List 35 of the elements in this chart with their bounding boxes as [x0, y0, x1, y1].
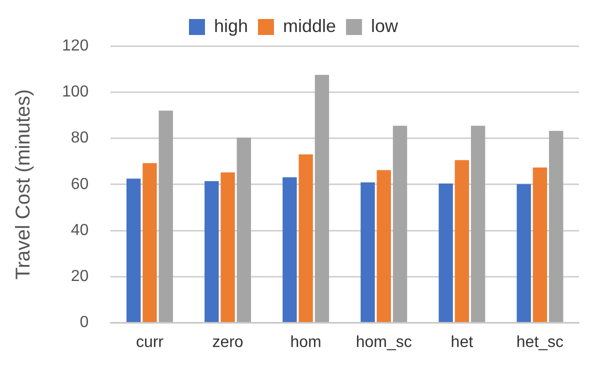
- bar: [360, 182, 375, 322]
- bar: [126, 178, 141, 322]
- bar: [298, 154, 313, 322]
- legend-label: low: [371, 16, 400, 36]
- bar: [158, 110, 173, 322]
- bar: [392, 126, 408, 322]
- y-tick-label: 0: [80, 314, 89, 332]
- x-tick-label: hom_sc: [356, 334, 412, 351]
- y-tick-label: 40: [70, 222, 89, 239]
- bar: [142, 163, 157, 322]
- x-tick-label: het_sc: [516, 334, 564, 351]
- bar: [532, 168, 548, 322]
- y-tick-label: 120: [62, 37, 89, 54]
- y-axis-title: Travel Cost (minutes): [12, 89, 35, 280]
- bar: [220, 172, 235, 322]
- legend-label: middle: [283, 16, 336, 36]
- x-tick-label: zero: [212, 334, 244, 351]
- bar: [549, 130, 564, 322]
- bar: [454, 160, 470, 322]
- y-tick-label: 100: [62, 84, 89, 101]
- bar: [204, 181, 219, 322]
- bar: [470, 126, 486, 322]
- bar: [236, 138, 251, 322]
- x-tick-label: curr: [136, 334, 164, 351]
- bar: [376, 170, 391, 322]
- y-tick-label: 80: [70, 130, 89, 147]
- y-tick-label: 20: [70, 268, 89, 286]
- legend-label: high: [214, 16, 248, 36]
- bar: [314, 74, 330, 322]
- x-tick-label: hom: [290, 334, 322, 351]
- y-tick-label: 60: [70, 176, 89, 193]
- bar: [282, 177, 297, 322]
- bar: [438, 183, 453, 322]
- x-tick-label: het: [450, 334, 474, 351]
- bar: [516, 184, 531, 322]
